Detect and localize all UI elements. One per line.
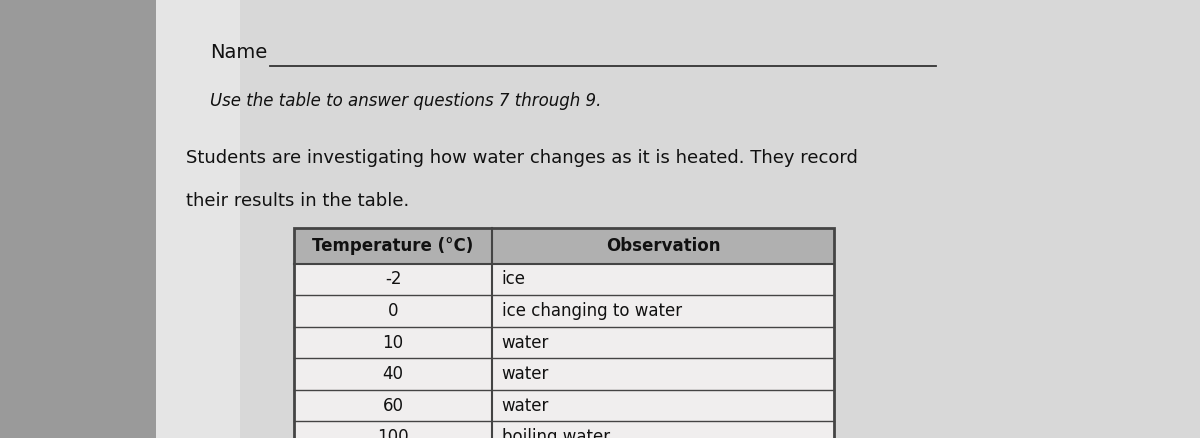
Text: water: water <box>502 333 548 352</box>
Text: Students are investigating how water changes as it is heated. They record: Students are investigating how water cha… <box>186 148 858 167</box>
Text: ice changing to water: ice changing to water <box>502 302 682 320</box>
Text: Temperature (°C): Temperature (°C) <box>312 237 474 255</box>
Text: 40: 40 <box>383 365 403 383</box>
Text: 100: 100 <box>377 428 409 438</box>
Text: 60: 60 <box>383 396 403 415</box>
Text: boiling water: boiling water <box>502 428 610 438</box>
Text: water: water <box>502 396 548 415</box>
Text: their results in the table.: their results in the table. <box>186 192 409 211</box>
Text: ice: ice <box>502 270 526 289</box>
Text: Observation: Observation <box>606 237 720 255</box>
Bar <box>294 228 834 438</box>
Bar <box>294 295 834 327</box>
Text: Name: Name <box>210 43 268 62</box>
Text: 0: 0 <box>388 302 398 320</box>
Bar <box>294 421 834 438</box>
Bar <box>294 264 834 295</box>
Bar <box>156 0 240 438</box>
Bar <box>294 358 834 390</box>
Text: 10: 10 <box>383 333 403 352</box>
Text: Use the table to answer questions 7 through 9.: Use the table to answer questions 7 thro… <box>210 92 601 110</box>
Bar <box>294 327 834 358</box>
Text: -2: -2 <box>385 270 401 289</box>
Bar <box>294 390 834 421</box>
Text: water: water <box>502 365 548 383</box>
Bar <box>294 228 834 264</box>
